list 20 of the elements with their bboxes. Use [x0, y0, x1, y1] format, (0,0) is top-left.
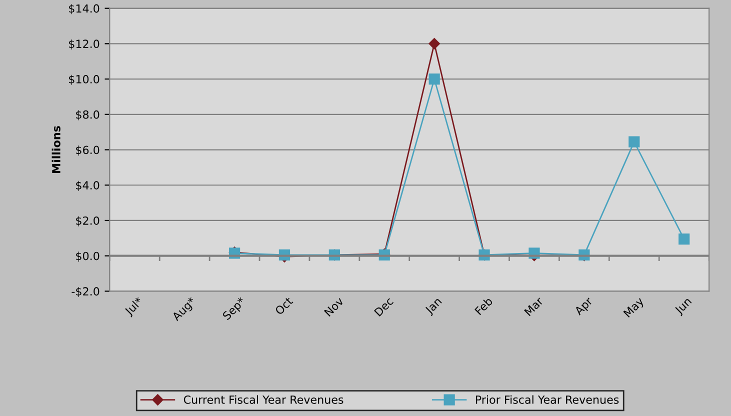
x-tick-label: Nov — [324, 296, 344, 317]
x-tick-label: Jan — [424, 296, 444, 316]
x-tick-label: Feb — [474, 296, 494, 316]
y-tick-label: $8.0 — [76, 110, 100, 120]
x-tick-label: Oct — [274, 296, 294, 316]
x-tick-label: Mar — [524, 296, 544, 316]
legend-label: Prior Fiscal Year Revenues — [476, 395, 619, 404]
y-axis-title: Millions — [52, 126, 60, 173]
x-tick-label: Jun — [674, 296, 694, 316]
x-tick-label: Apr — [574, 296, 595, 318]
y-tick-label: $6.0 — [76, 146, 100, 156]
y-tick-label: $2.0 — [76, 216, 100, 226]
y-tick-label: -$2.0 — [72, 286, 100, 298]
legend-label: Current Fiscal Year Revenues — [184, 395, 344, 404]
y-tick-label: $4.0 — [76, 180, 100, 191]
y-tick-label: $14.0 — [69, 4, 100, 14]
y-tick-label: $10.0 — [69, 74, 100, 85]
y-tick-label: $0.0 — [76, 252, 100, 262]
x-tick-label: Dec — [374, 296, 394, 317]
y-tick-label: $12.0 — [69, 39, 100, 50]
